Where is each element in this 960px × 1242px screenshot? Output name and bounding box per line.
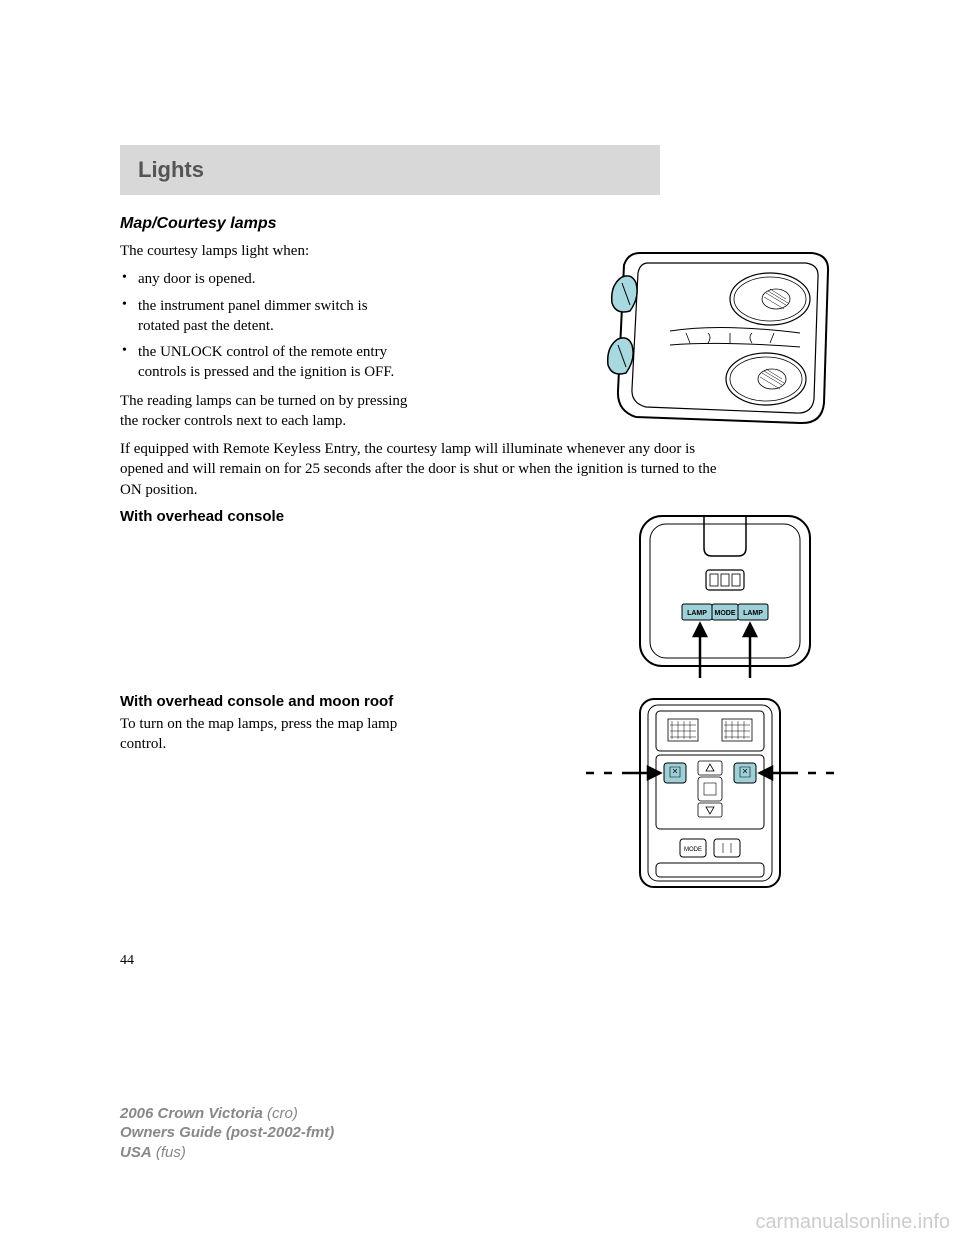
overhead-console-figure: LAMP MODE LAMP: [610, 508, 840, 688]
paragraph: If equipped with Remote Keyless Entry, t…: [120, 439, 740, 500]
moonroof-console-figure: MODE: [580, 693, 840, 893]
footer: 2006 Crown Victoria (cro) Owners Guide (…: [120, 1104, 334, 1163]
mode-label: MODE: [715, 610, 736, 617]
lamp-label: LAMP: [743, 610, 763, 617]
subheading: With overhead console: [120, 508, 420, 525]
footer-guide: Owners Guide (post-2002-fmt): [120, 1124, 334, 1141]
section-title: Lights: [138, 157, 642, 183]
footer-code: (cro): [267, 1105, 298, 1122]
page-number: 44: [120, 953, 840, 969]
paragraph: The reading lamps can be turned on by pr…: [120, 391, 420, 432]
bullet-item: the UNLOCK control of the remote entry c…: [120, 342, 400, 383]
watermark: carmanualsonline.info: [755, 1211, 950, 1234]
footer-region-code: (fus): [156, 1144, 186, 1161]
section-header: Lights: [120, 145, 660, 195]
paragraph: To turn on the map lamps, press the map …: [120, 714, 410, 755]
mode-label: MODE: [684, 847, 702, 853]
dome-lamp-figure: [600, 241, 840, 436]
bullet-list: any door is opened. the instrument panel…: [120, 269, 420, 382]
lamp-label: LAMP: [687, 610, 707, 617]
intro-text: The courtesy lamps light when:: [120, 241, 420, 261]
bullet-item: any door is opened.: [120, 269, 400, 289]
footer-region: USA: [120, 1144, 152, 1161]
subheading: With overhead console and moon roof: [120, 693, 410, 710]
footer-vehicle: 2006 Crown Victoria: [120, 1105, 263, 1122]
bullet-item: the instrument panel dimmer switch is ro…: [120, 296, 400, 337]
subsection-title: Map/Courtesy lamps: [120, 215, 840, 233]
